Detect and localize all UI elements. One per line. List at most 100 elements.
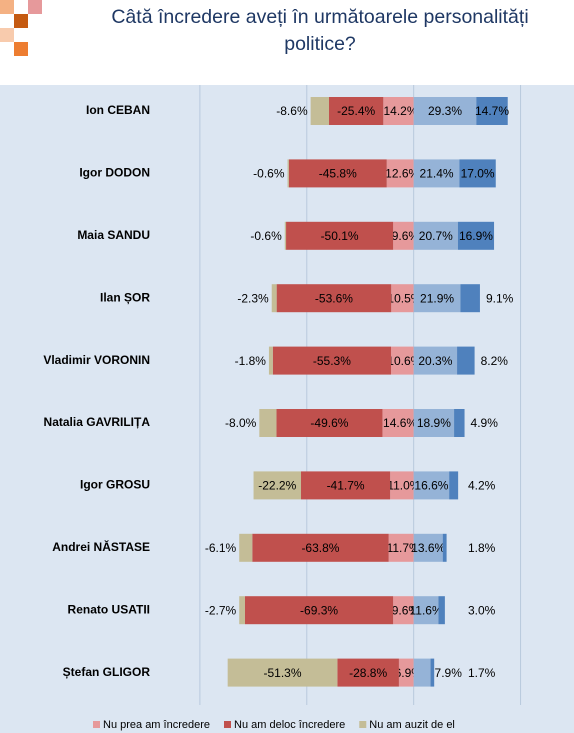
- value-label: -51.3%: [263, 666, 301, 680]
- value-label: -14.2%: [379, 104, 417, 118]
- bar-segment: [413, 596, 439, 625]
- value-label: -0.6%: [250, 229, 282, 243]
- bar-segment: [244, 596, 394, 625]
- value-label: -1.8%: [235, 354, 267, 368]
- bar-segment: [391, 346, 414, 375]
- bar-segment: [413, 346, 458, 375]
- chart-title: Câtă încredere aveți în următoarele pers…: [111, 6, 529, 55]
- value-label: 20.3%: [418, 354, 452, 368]
- value-label: -12.6%: [381, 167, 419, 181]
- value-label: 18.9%: [417, 416, 451, 430]
- value-label: 8.2%: [481, 354, 509, 368]
- bar-segment: [268, 346, 273, 375]
- bar-segment: [390, 471, 414, 500]
- value-label: 16.6%: [414, 479, 448, 493]
- decor: [14, 42, 28, 56]
- category-label: Igor DODON: [79, 166, 150, 180]
- category-label: Natalia GAVRILIȚA: [44, 415, 151, 429]
- legend-label: Nu am auzit de el: [369, 719, 455, 731]
- value-label: -10.5%: [383, 291, 421, 305]
- value-label: -11.7%: [383, 541, 420, 555]
- legend-label: Nu am deloc încredere: [234, 719, 345, 731]
- value-label: -53.6%: [315, 291, 353, 305]
- value-label: 7.9%: [435, 666, 463, 680]
- bar-segment: [413, 409, 455, 437]
- value-label: 1.7%: [468, 666, 496, 680]
- value-label: -28.8%: [349, 666, 387, 680]
- value-label: -22.2%: [258, 479, 296, 493]
- bar-segment: [460, 284, 480, 313]
- bar-segment: [286, 221, 394, 250]
- bar-segment: [413, 221, 458, 250]
- value-label: 14.7%: [475, 104, 509, 118]
- category-label: Ion CEBAN: [86, 103, 150, 117]
- bar-segment: [476, 97, 508, 125]
- decor: [0, 0, 14, 14]
- bar-segment: [393, 596, 414, 625]
- value-label: -69.3%: [300, 603, 338, 617]
- value-label: -2.7%: [205, 603, 237, 617]
- value-label: -6.1%: [205, 541, 237, 555]
- category-label: Ilan ȘOR: [100, 290, 150, 304]
- value-label: -0.6%: [253, 167, 285, 181]
- bar-segment: [276, 409, 383, 437]
- value-label: 1.8%: [468, 541, 496, 555]
- value-label: -8.0%: [225, 416, 257, 430]
- value-label: -45.8%: [319, 167, 357, 181]
- value-label: 11.6%: [409, 603, 442, 617]
- bar-segment: [329, 97, 384, 125]
- value-label: -25.4%: [337, 104, 375, 118]
- bar-segment: [288, 159, 387, 188]
- bar-segment: [457, 346, 475, 375]
- bar-segment: [252, 533, 389, 562]
- bar-segment: [271, 284, 277, 313]
- bar-segment: [383, 97, 414, 125]
- bar-segment: [310, 97, 330, 125]
- bar-segment: [253, 471, 302, 500]
- bar-segment: [393, 221, 414, 250]
- value-label: -2.3%: [237, 291, 269, 305]
- bar-segment: [382, 409, 414, 437]
- bar-segment: [459, 159, 496, 188]
- bar-segment: [413, 284, 461, 313]
- bar-segment: [413, 471, 450, 500]
- value-label: 4.2%: [468, 479, 496, 493]
- value-label: -63.8%: [301, 541, 339, 555]
- value-label: 9.1%: [486, 291, 514, 305]
- legend-swatch: [224, 721, 231, 728]
- bar-segment: [239, 533, 253, 562]
- bar-segment: [413, 159, 460, 188]
- bar-segment: [227, 658, 338, 687]
- value-label: 3.0%: [468, 603, 496, 617]
- bar-segment: [388, 533, 414, 562]
- category-label: Ștefan GLIGOR: [63, 665, 151, 679]
- bar-segment: [301, 471, 391, 500]
- bar-segment: [276, 284, 392, 313]
- bar-segment: [449, 471, 459, 500]
- bar-segment: [442, 533, 447, 562]
- bar-segment: [391, 284, 414, 313]
- bar-segment: [239, 596, 245, 625]
- category-label: Maia SANDU: [77, 228, 150, 242]
- value-label: 21.4%: [420, 167, 454, 181]
- category-label: Igor GROSU: [80, 478, 150, 492]
- bar-segment: [337, 658, 399, 687]
- value-label: -10.6%: [383, 354, 421, 368]
- bar-segment: [413, 533, 443, 562]
- bar-segment: [413, 97, 477, 125]
- bar-segment: [413, 658, 431, 687]
- value-label: -8.6%: [276, 104, 308, 118]
- value-label: 13.6%: [411, 541, 445, 555]
- bar-segment: [386, 159, 414, 188]
- bar-segment: [287, 159, 289, 188]
- bar-segment: [454, 409, 465, 437]
- bar-segment: [284, 221, 287, 250]
- value-label: 17.0%: [461, 167, 495, 181]
- category-label: Vladimir VORONIN: [43, 353, 150, 367]
- decor: [14, 14, 28, 28]
- decor: [28, 0, 42, 14]
- value-label: 29.3%: [428, 104, 462, 118]
- decor: [0, 28, 14, 42]
